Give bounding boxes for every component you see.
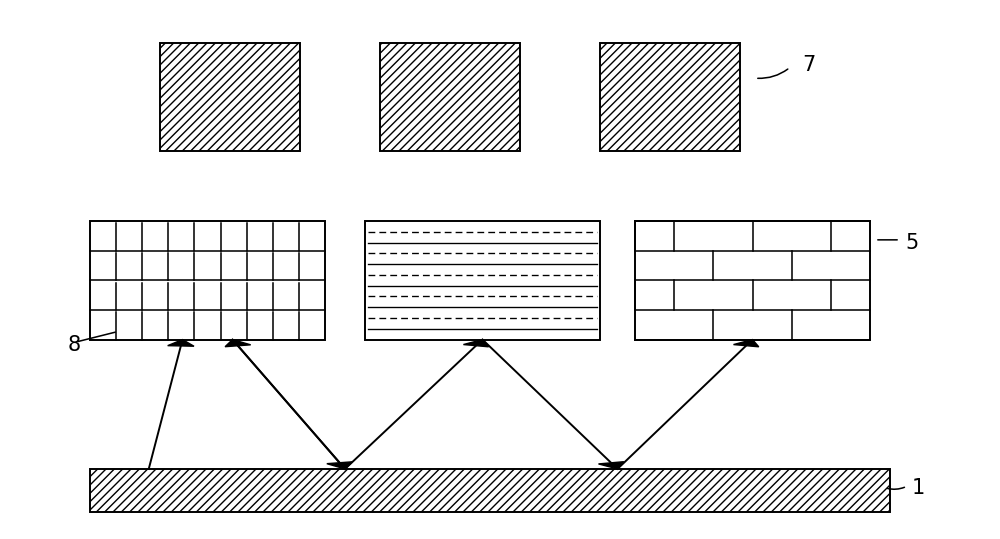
Bar — [365, 221, 600, 340]
Polygon shape — [327, 462, 352, 469]
Bar — [635, 221, 870, 340]
Text: 7: 7 — [802, 54, 815, 75]
Text: 8: 8 — [68, 335, 81, 355]
Bar — [160, 43, 300, 151]
Polygon shape — [225, 340, 251, 347]
Bar — [90, 221, 325, 340]
Bar — [600, 43, 740, 151]
Text: 1: 1 — [912, 478, 925, 498]
Text: 5: 5 — [905, 232, 918, 253]
Polygon shape — [168, 340, 194, 346]
Polygon shape — [463, 340, 489, 347]
Bar — [380, 43, 520, 151]
Polygon shape — [598, 462, 624, 469]
Polygon shape — [733, 340, 759, 347]
Bar — [90, 469, 890, 512]
